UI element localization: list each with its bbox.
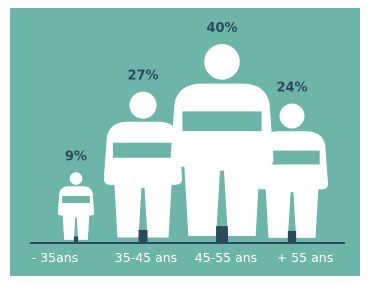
category-label: + 55 ans [277, 250, 333, 265]
value-label: 40% [206, 21, 237, 36]
figure-head [70, 172, 83, 185]
figure-head [280, 104, 305, 129]
figure-head [204, 44, 240, 80]
figure-shadow [74, 236, 78, 242]
chart: 9% - 35ans 27% 35-45 ans 40% 45-55 ans 24% + 55… [0, 0, 369, 286]
value-label: 9% [65, 149, 87, 164]
figure-shadow [288, 231, 296, 242]
category-label: 35-45 ans [115, 250, 177, 265]
category-label: - 35ans [32, 250, 78, 265]
value-label: 27% [127, 69, 158, 84]
figure-shadow [138, 230, 147, 242]
category-label: 45-55 ans [195, 250, 257, 265]
value-label: 24% [276, 81, 307, 96]
figure-head [129, 92, 156, 119]
figure-shadow [216, 226, 228, 242]
